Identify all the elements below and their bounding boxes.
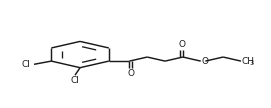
Text: O: O [202,57,209,66]
Text: O: O [178,40,185,49]
Text: O: O [127,69,134,78]
Text: Cl: Cl [22,60,31,69]
Text: Cl: Cl [70,76,79,85]
Text: 3: 3 [250,60,254,66]
Text: CH: CH [242,57,255,66]
